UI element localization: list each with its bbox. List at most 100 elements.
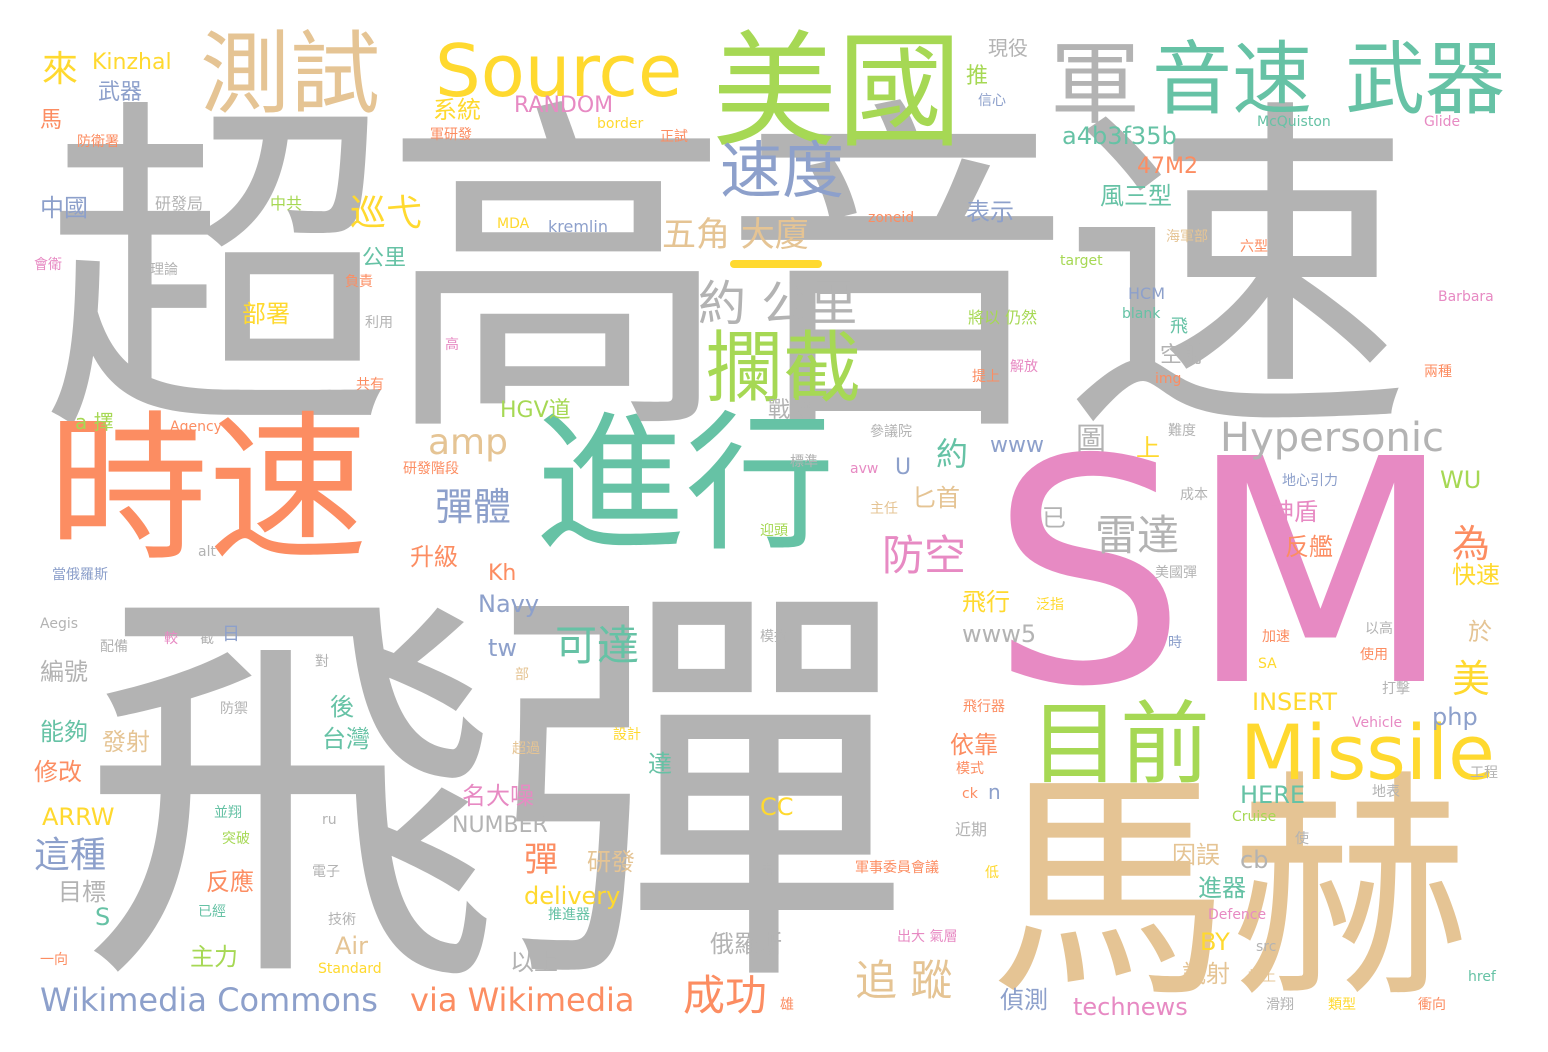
- word: 馬: [40, 108, 63, 133]
- word: 上: [1136, 434, 1160, 462]
- word: 防衛署: [77, 134, 119, 150]
- word: 高: [445, 337, 459, 353]
- word: 進器: [1198, 874, 1246, 902]
- word: ARRW: [42, 803, 115, 831]
- word: 匕首: [912, 484, 960, 512]
- word: 約: [936, 435, 969, 473]
- word: 彈: [524, 840, 558, 880]
- word: 已經: [198, 904, 226, 920]
- word: S: [95, 903, 111, 931]
- word: 標準: [790, 454, 818, 470]
- word: 研發階段: [403, 461, 459, 477]
- word: 於: [1468, 618, 1492, 646]
- word: 地表: [1372, 784, 1400, 800]
- word: technews: [1073, 993, 1188, 1021]
- word: 這種: [34, 835, 107, 876]
- word: a4b3f35b: [1062, 122, 1177, 150]
- word: Navy: [478, 590, 540, 618]
- word: 編號: [40, 658, 88, 686]
- word: WU: [1440, 466, 1482, 494]
- word: 為: [1452, 522, 1491, 566]
- word: 超過: [512, 741, 540, 757]
- word: 超高音速: [42, 71, 1412, 479]
- word: delivery: [524, 882, 621, 910]
- word: 突破: [222, 831, 250, 847]
- word: 日: [222, 624, 240, 645]
- word: 戰機: [768, 398, 813, 423]
- word: 發射: [102, 728, 150, 756]
- word: cb: [1240, 846, 1269, 874]
- word: HCM: [1128, 284, 1166, 303]
- word: 47M2: [1137, 154, 1198, 179]
- word: 提上: [972, 369, 1000, 385]
- word: 雄: [780, 997, 794, 1013]
- word: via Wikimedia: [410, 981, 635, 1019]
- word: 美國: [712, 20, 962, 165]
- word: 防空: [882, 531, 967, 580]
- word: 部署: [242, 300, 290, 328]
- word: 出大 氣層: [897, 929, 958, 945]
- word: 共有: [356, 377, 384, 393]
- word: 台灣: [322, 725, 370, 753]
- word: 空射: [1160, 343, 1205, 368]
- word: 神盾: [1270, 498, 1318, 526]
- word: blank: [1122, 306, 1161, 322]
- word: 表示: [966, 198, 1014, 226]
- word: 兩種: [1424, 364, 1452, 380]
- word: 信心: [978, 93, 1006, 109]
- word: 使: [1295, 831, 1309, 847]
- word: 泛指: [1036, 597, 1064, 613]
- word: 俄羅斯: [710, 930, 782, 958]
- word: Cruise: [1232, 809, 1277, 825]
- word: 美: [1452, 657, 1491, 701]
- word: 反應: [206, 868, 254, 896]
- word: 雷達: [1095, 511, 1180, 560]
- word: CC: [760, 793, 794, 821]
- word: href: [1468, 969, 1496, 985]
- word: ck: [962, 786, 978, 802]
- word: 系統: [433, 96, 481, 124]
- word: 名大噪: [462, 782, 534, 810]
- word: 地心引力: [1282, 473, 1338, 489]
- word: 成功: [683, 971, 768, 1020]
- word: 巡弋: [350, 193, 423, 234]
- word: 時: [1168, 635, 1182, 651]
- word: 六型: [1240, 239, 1268, 255]
- word: 難度: [1168, 423, 1196, 439]
- word: 加上: [1248, 969, 1276, 985]
- word: Missile: [1240, 708, 1495, 797]
- word: 修改: [34, 758, 82, 786]
- word: 正試: [660, 129, 688, 145]
- word: 彈體: [435, 485, 512, 529]
- word: 已: [1042, 504, 1066, 532]
- word: 研發局: [155, 194, 204, 213]
- word: 飛彈: [80, 550, 910, 1039]
- word: 以高: [1365, 621, 1393, 637]
- word: ru: [322, 812, 337, 828]
- word: Standard: [318, 961, 382, 977]
- word: 加速: [1262, 629, 1290, 645]
- word: 達: [648, 750, 672, 778]
- word: 能夠: [40, 718, 88, 746]
- word: 偵測: [1000, 986, 1048, 1014]
- word: 目標: [58, 878, 106, 906]
- word: kremlin: [548, 217, 608, 236]
- word: 依靠: [950, 731, 998, 759]
- word: MDA: [497, 216, 530, 232]
- word: 軍研發: [430, 127, 472, 143]
- word: Wikimedia Commons: [40, 981, 378, 1019]
- word: Vehicle: [1352, 715, 1403, 731]
- word: 馬赫: [990, 750, 1471, 1030]
- word: 海軍部: [1166, 229, 1208, 245]
- word: 主力: [190, 943, 238, 971]
- word: 解放: [1010, 359, 1038, 375]
- word: 以上: [510, 948, 558, 976]
- word: Source: [435, 29, 683, 113]
- word: Kinzhal: [92, 50, 172, 75]
- word: Glide: [1424, 114, 1461, 130]
- word: src: [1256, 939, 1277, 955]
- word: a 擇: [75, 410, 114, 434]
- word: 目前: [1030, 692, 1210, 797]
- word: 類型: [1328, 997, 1356, 1013]
